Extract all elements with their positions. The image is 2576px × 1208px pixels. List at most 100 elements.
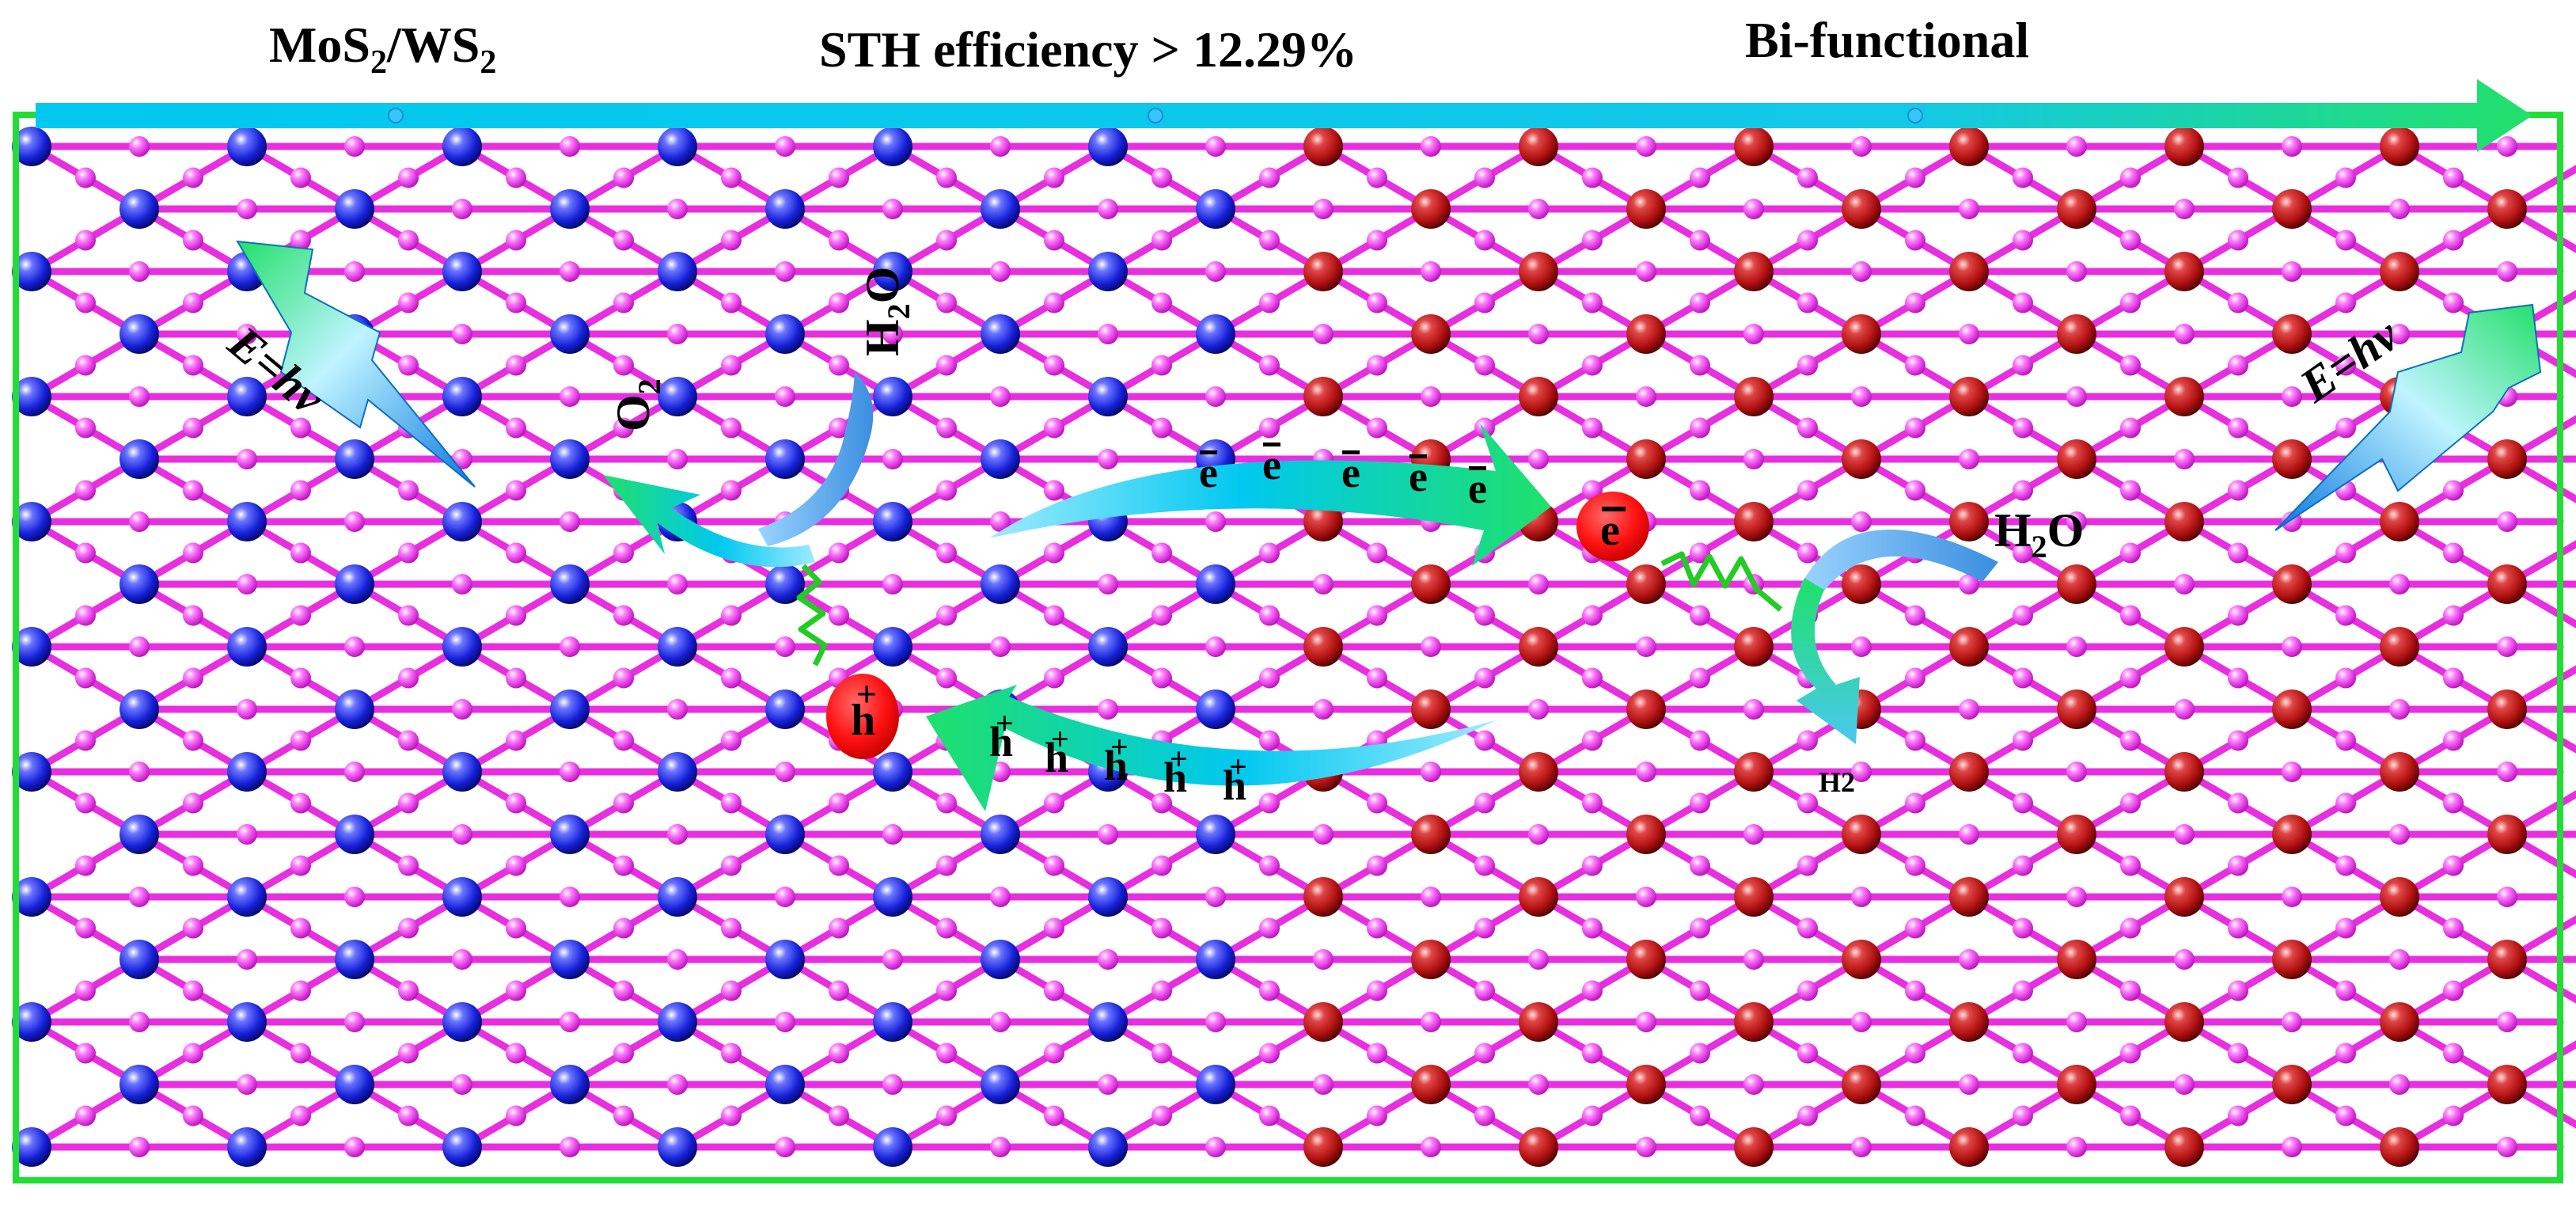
w-atom [1303,627,1343,667]
sulfur-atom [882,1074,903,1095]
lattice-bond [2557,165,2576,181]
w-atom [2380,877,2419,917]
mo-atom [12,1127,51,1167]
w-atom [1303,1002,1343,1042]
w-atom [2272,689,2312,729]
lightning-bolt-right-icon [2274,303,2542,531]
sulfur-atom [1528,949,1549,970]
sulfur-atom [2443,605,2464,626]
sulfur-atom [1044,667,1064,689]
sulfur-atom [936,480,957,501]
sulfur-atom [1797,542,1818,564]
w-atom [2487,815,2527,854]
sulfur-atom [2066,762,2087,782]
sulfur-atom [2443,730,2464,751]
sulfur-atom [1098,824,1118,845]
sulfur-atom [1797,355,1818,376]
mo-atom [335,940,374,979]
w-atom [1626,940,1666,979]
sulfur-atom [1690,480,1710,501]
sulfur-atom [1743,824,1764,845]
sulfur-atom [775,636,795,657]
sulfur-atom [2443,1105,2464,1126]
sulfur-atom [183,167,203,188]
sulfur-atom [2013,292,2033,313]
mo-atom [335,439,374,479]
sulfur-atom [344,887,365,907]
mo-atom [120,815,159,854]
sulfur-atom [1421,136,1441,157]
sulfur-atom [2174,1074,2195,1095]
sulfur-atom [344,1137,365,1157]
sulfur-atom [1959,949,1979,970]
w-atom [1734,627,1774,667]
sulfur-atom [1421,1012,1441,1032]
lattice-bond [2557,790,2576,807]
sulfur-atom [2228,667,2248,689]
w-atom [2380,252,2419,291]
hole-group: h+h+h+h+h+ [989,705,1247,809]
lattice-bond [2557,362,2576,378]
sulfur-atom [1474,1043,1495,1064]
w-atom [2057,314,2096,354]
mo-atom [335,815,374,854]
mo-atom [227,1002,267,1042]
sulfur-atom [1797,792,1818,814]
sulfur-atom [1528,324,1549,344]
sulfur-atom [1044,605,1064,626]
w-atom [2380,752,2419,792]
w-atom [1842,314,1881,354]
sulfur-atom [2228,917,2248,939]
sulfur-atom [1905,605,1925,626]
sulfur-atom [829,917,849,939]
sulfur-atom [2013,667,2033,689]
mo-atom [227,127,267,166]
sulfur-atom [1421,261,1441,282]
sulfur-atom [75,605,96,626]
sulfur-atom [398,980,419,1001]
w-atom [1519,627,1558,667]
sulfur-atom [2335,917,2356,939]
sulfur-atom [344,636,365,657]
mo-atom [1196,815,1235,854]
sulfur-atom [1313,824,1334,845]
w-atom [1842,439,1881,479]
sulfur-atom [2443,292,2464,313]
mo-atom [873,1002,912,1042]
sulfur-atom [721,355,742,376]
w-atom [1303,877,1343,917]
sulfur-atom [1905,730,1925,751]
sulfur-atom [506,605,526,626]
w-atom [1411,1065,1451,1104]
sulfur-atom [2066,1012,2087,1032]
sulfur-atom [2497,636,2517,657]
sulfur-atom [990,136,1011,157]
sulfur-atom [183,667,203,689]
sulfur-atom [1528,699,1549,720]
sulfur-atom [1582,1043,1603,1064]
mo-atom [765,189,805,229]
sulfur-atom [667,449,688,469]
sulfur-atom [1367,292,1387,313]
h2-label: H2 [1819,766,1855,798]
w-atom [1626,564,1666,604]
hydrogen-evolution-arrow [1791,578,1860,744]
sulfur-atom [2443,1043,2464,1064]
sulfur-atom [2228,230,2248,251]
sulfur-atom [506,355,526,376]
w-atom [2487,439,2527,479]
sulfur-atom [1851,762,1872,782]
sulfur-atom [2013,355,2033,376]
sulfur-atom [1259,917,1280,939]
sulfur-atom [2335,1043,2356,1064]
mo-atom [120,314,159,354]
w-atom [2164,1127,2204,1167]
hole-symbol: h [1045,734,1068,781]
sulfur-atom [1259,792,1280,814]
sulfur-atom [2174,449,2195,469]
sulfur-atom [1474,730,1495,751]
sulfur-atom [1098,949,1118,970]
sulfur-atom [936,355,957,376]
